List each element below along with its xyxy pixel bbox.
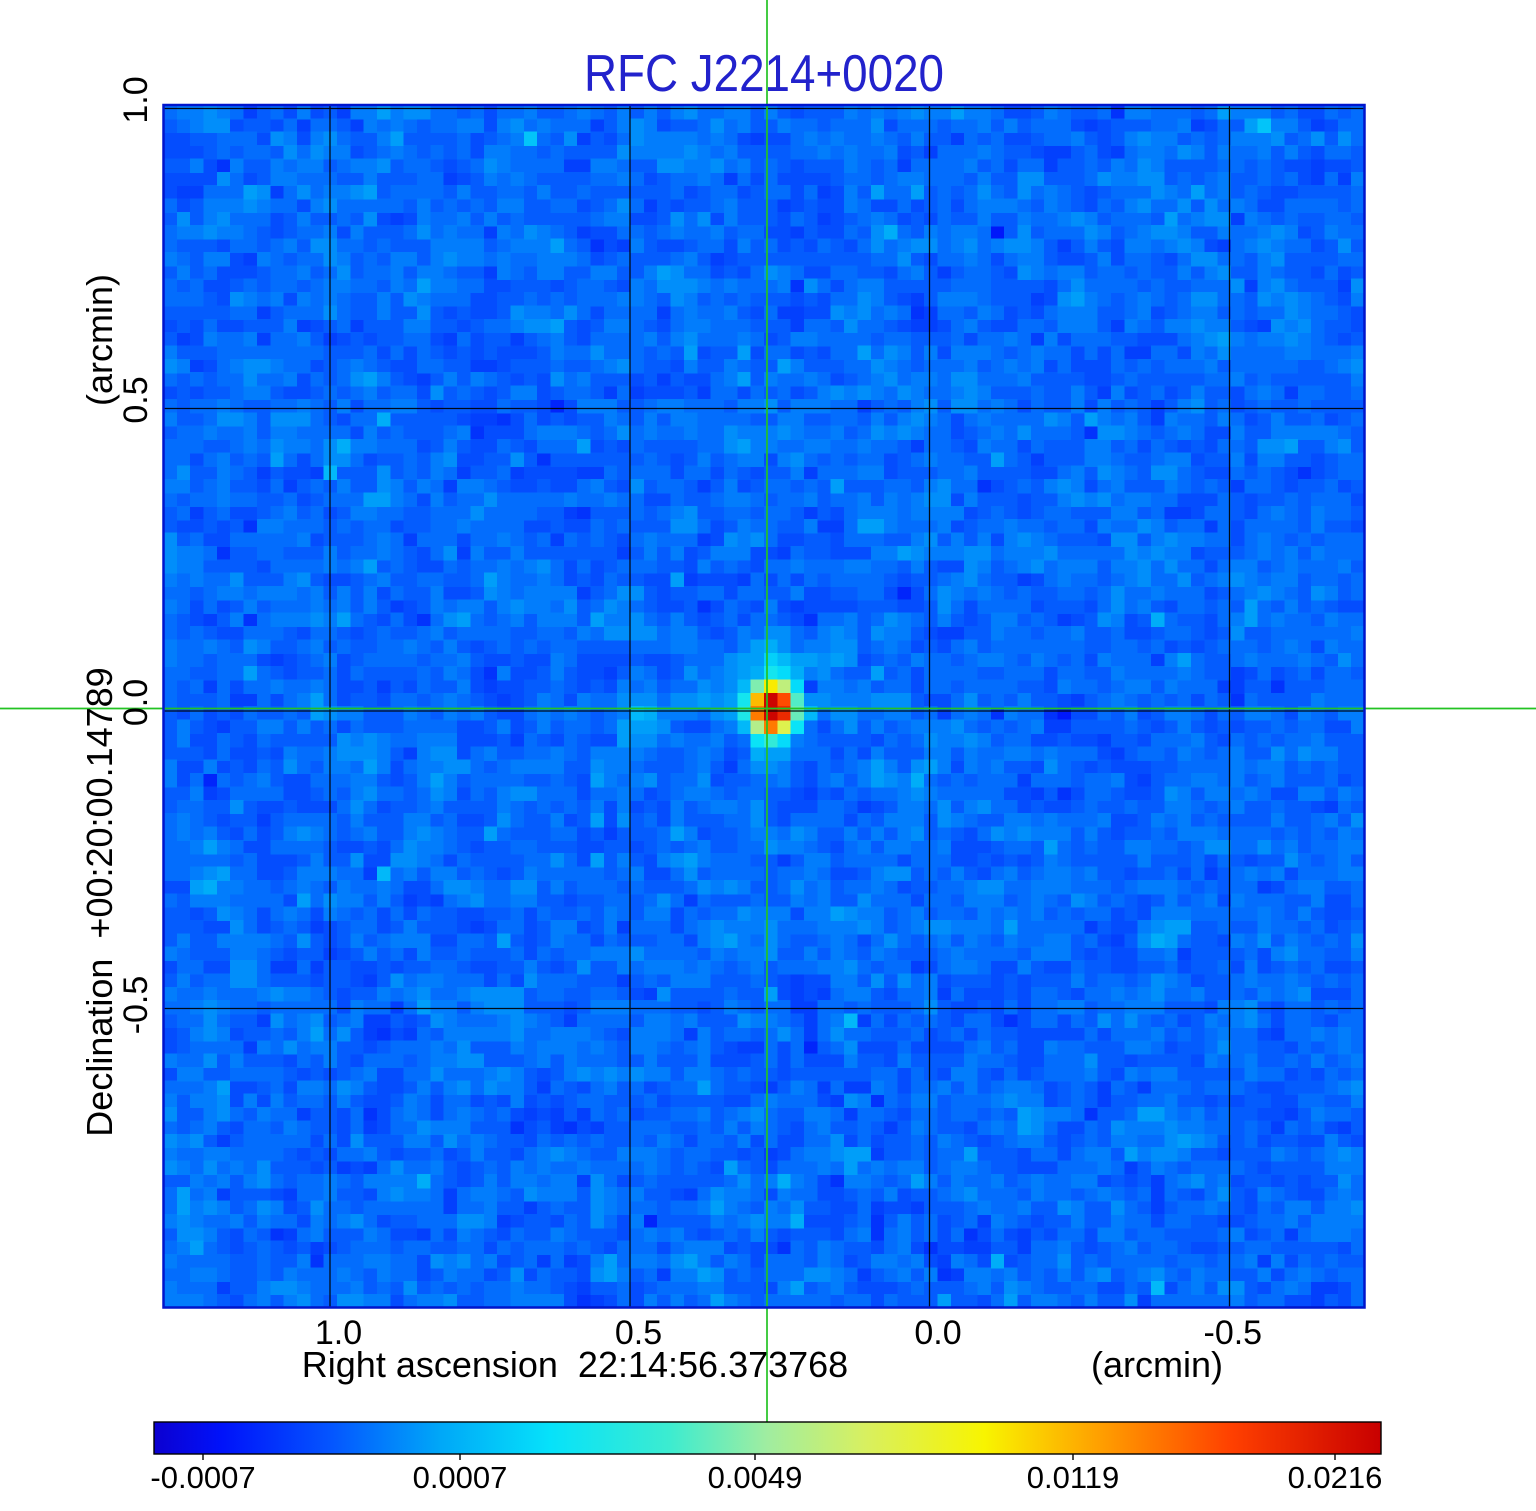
svg-text:(arcmin): (arcmin) (79, 274, 120, 406)
svg-text:0.5: 0.5 (615, 1314, 662, 1352)
svg-text:-0.0007: -0.0007 (150, 1460, 255, 1495)
svg-text:(arcmin): (arcmin) (1091, 1344, 1223, 1385)
svg-text:-0.5: -0.5 (1204, 1314, 1263, 1352)
svg-text:-0.5: -0.5 (117, 976, 155, 1035)
svg-text:RFC J2214+0020: RFC J2214+0020 (584, 45, 944, 103)
svg-text:0.0216: 0.0216 (1288, 1460, 1383, 1495)
svg-text:0.0: 0.0 (117, 679, 155, 726)
svg-text:0.0119: 0.0119 (1027, 1460, 1120, 1495)
svg-text:1.0: 1.0 (117, 76, 155, 123)
svg-text:0.5: 0.5 (117, 376, 155, 423)
svg-text:0.0: 0.0 (914, 1314, 961, 1352)
svg-text:0.0007: 0.0007 (413, 1460, 508, 1495)
svg-text:0.0049: 0.0049 (708, 1460, 803, 1495)
svg-text:Right ascension 22:14:56.3737: Right ascension 22:14:56.373768 (302, 1344, 848, 1385)
svg-text:1.0: 1.0 (315, 1314, 362, 1352)
svg-text:Declination +00:20:00.14789: Declination +00:20:00.14789 (79, 667, 120, 1136)
